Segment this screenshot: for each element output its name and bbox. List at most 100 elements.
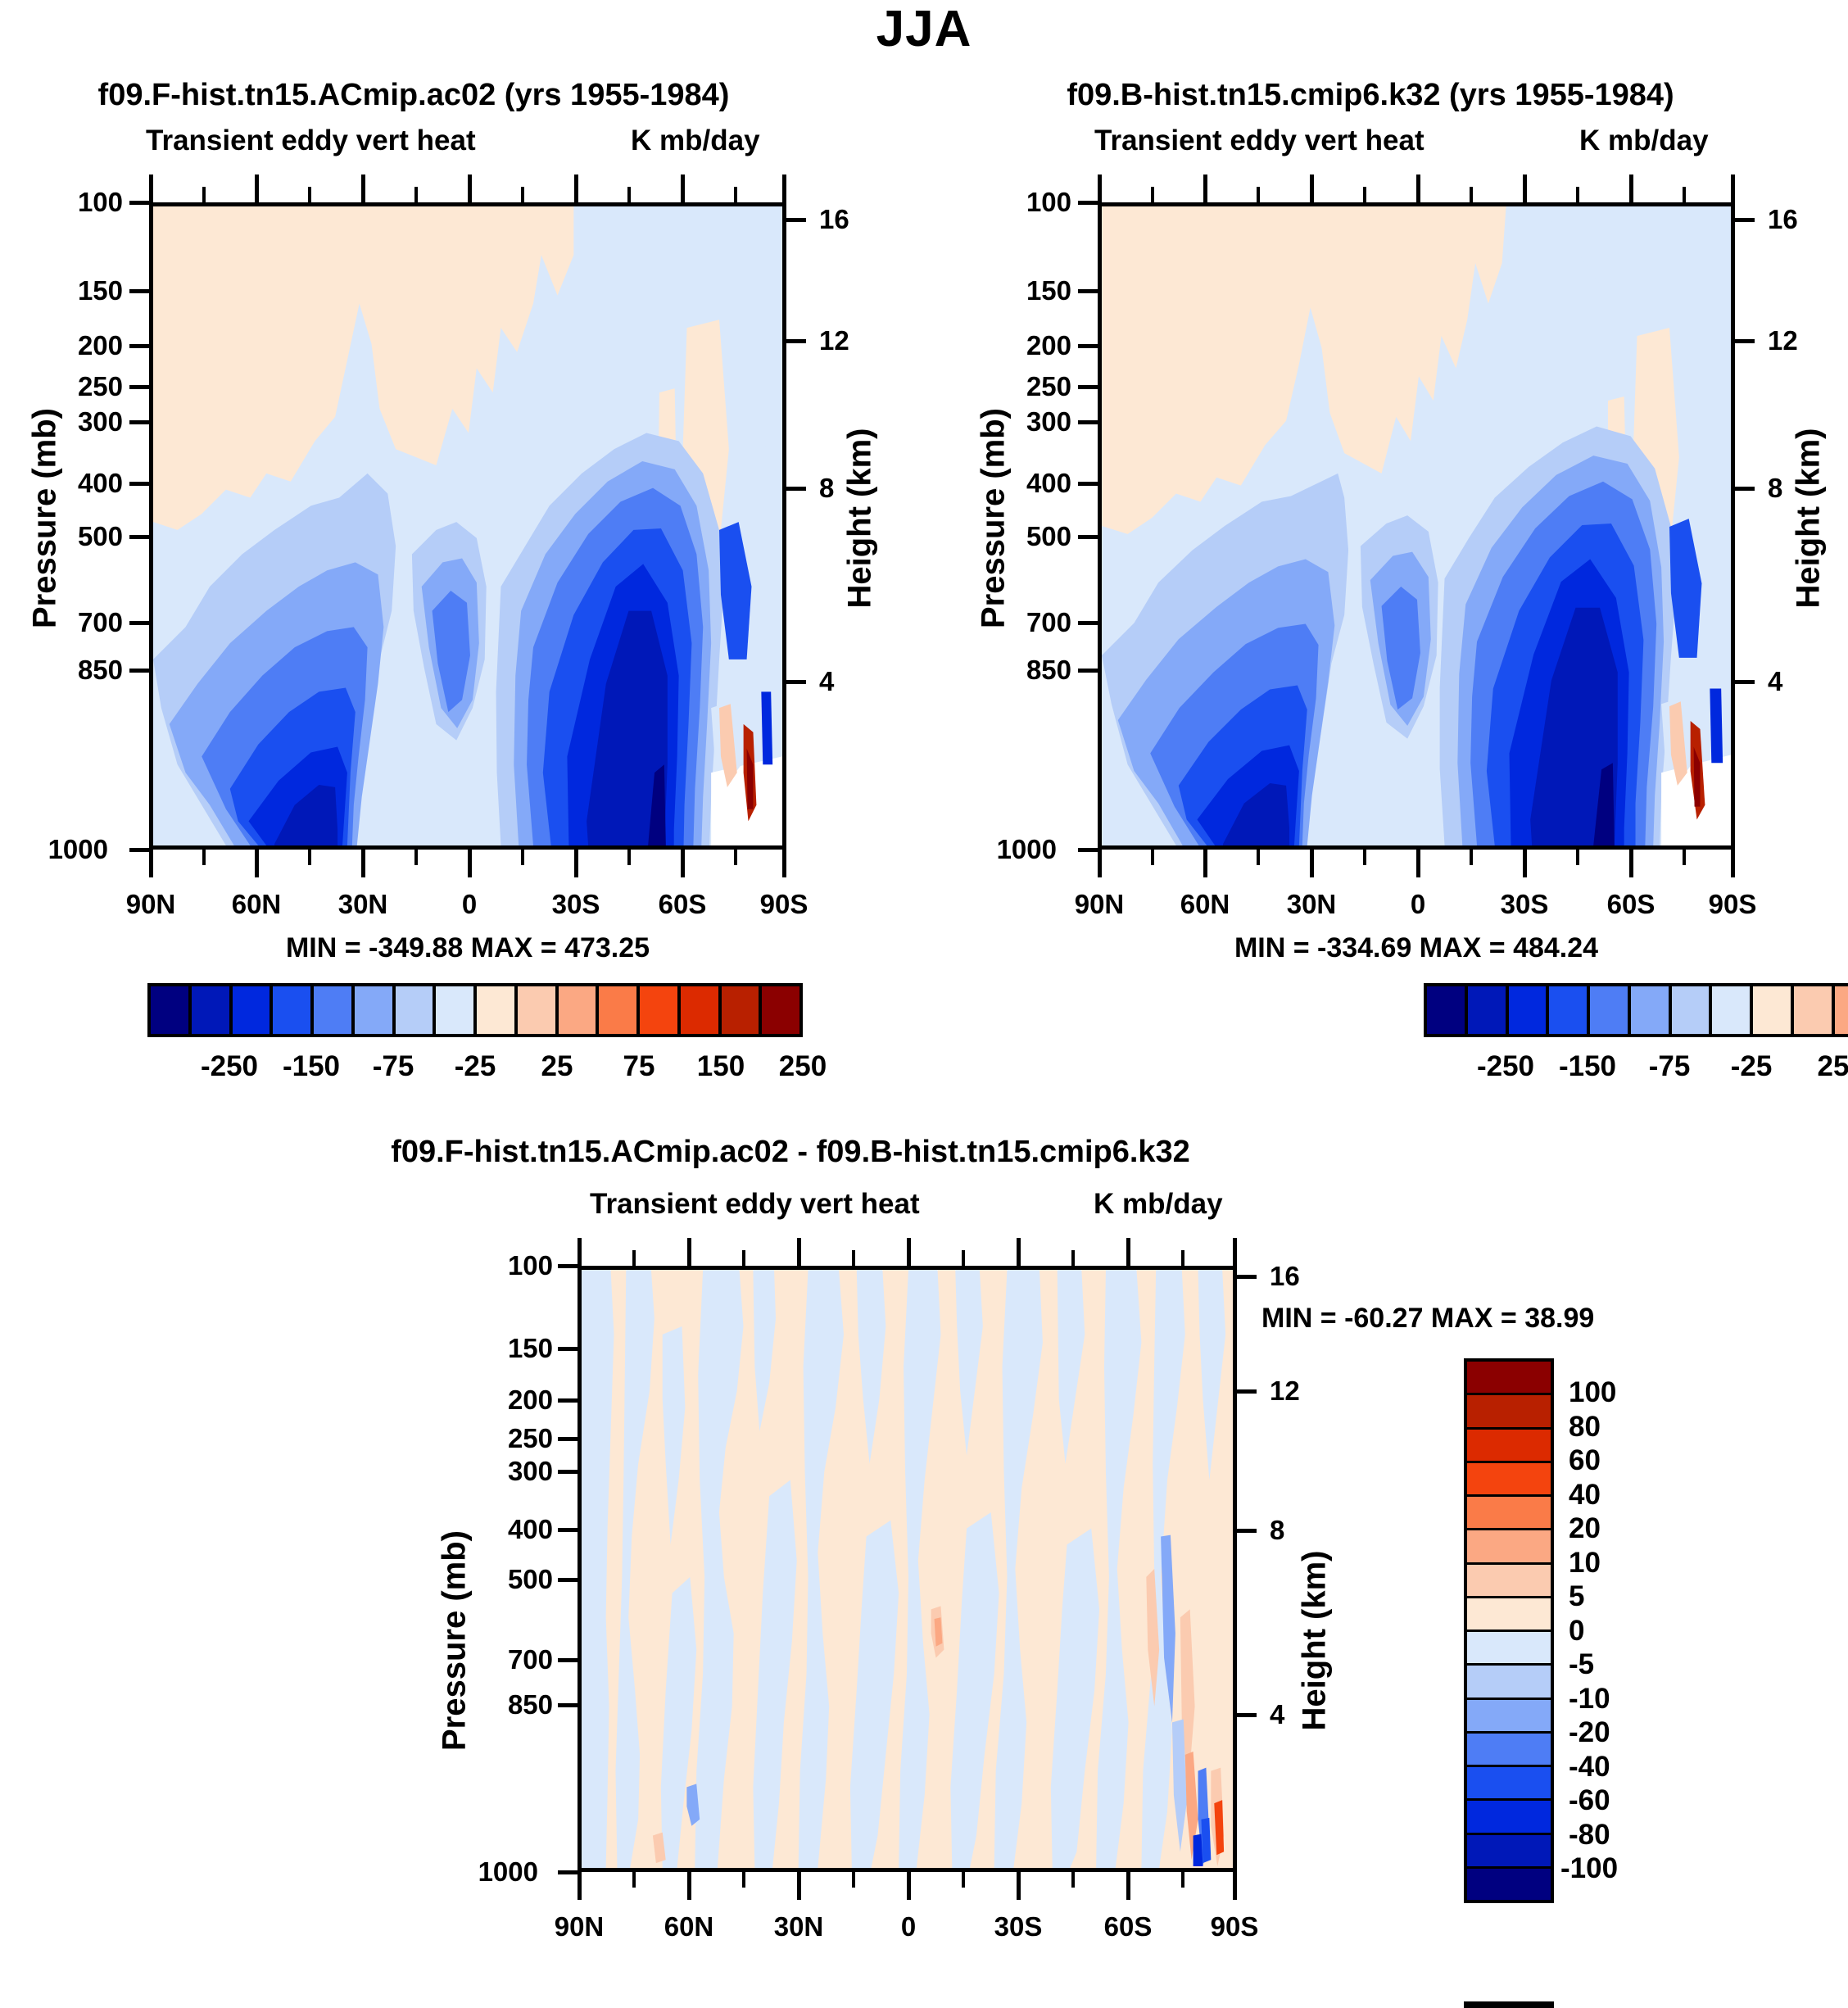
y-tick-mark: [1078, 848, 1098, 852]
vertical-colorbar: [1464, 2001, 1554, 2008]
y-tick-label: 200: [965, 330, 1071, 361]
y-tick-label: 100: [16, 187, 123, 218]
colorbar-cell: [1467, 1801, 1551, 1834]
y-tick-label: 700: [446, 1644, 553, 1675]
height-tick-mark: [1735, 218, 1755, 222]
colorbar-cell: [518, 986, 559, 1034]
height-tick-mark: [786, 218, 806, 222]
y-tick-label: 850: [446, 1689, 553, 1720]
colorbar-cell: [1835, 986, 1848, 1034]
colorbar-cell: [273, 986, 314, 1034]
colorbar-cell: [559, 986, 600, 1034]
colorbar-cell: [1712, 986, 1753, 1034]
panel-left-minmax: MIN = -349.88 MAX = 473.25: [149, 932, 786, 964]
panel-right: f09.B-hist.tn15.cmip6.k32 (yrs 1955-1984…: [924, 0, 1848, 1147]
colorbar-label: 150: [697, 1050, 745, 1083]
colorbar-cell: [1467, 1463, 1551, 1497]
colorbar-cell: [396, 986, 437, 1034]
colorbar-label: -10: [1569, 1683, 1610, 1716]
colorbar-label: -250: [1477, 1050, 1534, 1083]
colorbar-cell: [1794, 986, 1835, 1034]
colorbar-label: 40: [1569, 1479, 1601, 1512]
colorbar-cell: [1467, 1598, 1551, 1632]
y-tick-label: 700: [965, 607, 1071, 638]
y-tick-mark: [1078, 420, 1098, 424]
x-tick-label: 30N: [338, 889, 388, 920]
y-tick-mark: [129, 848, 149, 852]
y-tick-label: 250: [965, 371, 1071, 402]
x-tick-label: 60N: [1180, 889, 1230, 920]
colorbar-cell: [599, 986, 640, 1034]
colorbar-cell: [314, 986, 355, 1034]
y-tick-mark: [558, 1578, 578, 1582]
panel-difference-units-label: K mb/day: [1094, 1188, 1223, 1221]
panel-right-title: f09.B-hist.tn15.cmip6.k32 (yrs 1955-1984…: [957, 78, 1784, 113]
colorbar-label: -250: [201, 1050, 258, 1083]
colorbar-cell: [1549, 986, 1590, 1034]
x-tick-label: 90N: [1075, 889, 1125, 920]
colorbar-label: -25: [455, 1050, 496, 1083]
y-tick-mark: [558, 1437, 578, 1441]
y-tick-mark: [558, 1347, 578, 1351]
colorbar-label: -150: [283, 1050, 340, 1083]
height-tick-label: 8: [1768, 473, 1782, 504]
colorbar-label: 5: [1569, 1580, 1584, 1613]
x-tick-label: 90N: [555, 1911, 605, 1942]
panel-difference-right-axis-label: Height (km): [1297, 1518, 1334, 1764]
x-tick-label: 30S: [994, 1911, 1043, 1942]
colorbar-label: -75: [373, 1050, 414, 1083]
height-tick-label: 12: [1270, 1376, 1300, 1407]
y-tick-mark: [129, 201, 149, 205]
y-tick-label: 400: [446, 1514, 553, 1545]
colorbar-label: 100: [1569, 1376, 1616, 1409]
colorbar-cell: [1467, 1767, 1551, 1801]
colorbar-cell: [681, 986, 722, 1034]
y-tick-label: 300: [16, 406, 123, 437]
x-tick-label: 60S: [1104, 1911, 1153, 1942]
height-tick-label: 8: [1270, 1515, 1284, 1546]
x-tick-label: 60N: [232, 889, 282, 920]
colorbar-cell: [1631, 986, 1672, 1034]
y-tick-label: 150: [446, 1333, 553, 1364]
y-tick-mark: [558, 1703, 578, 1707]
height-tick-mark: [1735, 339, 1755, 343]
panel-right-colorbar: [1424, 983, 1848, 1037]
height-tick-mark: [786, 487, 806, 491]
y-tick-label: 1000: [432, 1856, 538, 1888]
colorbar-cell: [477, 986, 518, 1034]
x-tick-label: 90S: [1709, 889, 1757, 920]
y-tick-mark: [1078, 289, 1098, 293]
y-tick-mark: [558, 1470, 578, 1474]
y-tick-mark: [129, 344, 149, 348]
y-tick-mark: [558, 1264, 578, 1268]
y-tick-label: 100: [965, 187, 1071, 218]
colorbar-cell: [1509, 986, 1550, 1034]
panel-left-title: f09.F-hist.tn15.ACmip.ac02 (yrs 1955-198…: [0, 78, 827, 113]
colorbar-cell: [1467, 1869, 1551, 1900]
panel-difference-y-axis-label: Pressure (mb): [437, 1518, 473, 1764]
colorbar-label: 25: [1818, 1050, 1848, 1083]
y-tick-label: 250: [446, 1423, 553, 1454]
panel-left-plot-area: [149, 202, 786, 850]
colorbar-label: -80: [1569, 1819, 1610, 1852]
colorbar-cell: [355, 986, 396, 1034]
x-tick-label: 30N: [774, 1911, 824, 1942]
colorbar-label: 20: [1569, 1512, 1601, 1545]
y-tick-label: 300: [965, 406, 1071, 437]
colorbar-label: -75: [1649, 1050, 1691, 1083]
colorbar-label: -150: [1559, 1050, 1616, 1083]
y-tick-mark: [129, 420, 149, 424]
y-tick-mark: [558, 1870, 578, 1874]
y-tick-label: 500: [446, 1564, 553, 1595]
colorbar-label: -40: [1569, 1751, 1610, 1784]
height-tick-mark: [1735, 487, 1755, 491]
height-tick-mark: [1735, 680, 1755, 684]
height-tick-mark: [1237, 1529, 1257, 1533]
y-tick-label: 300: [446, 1456, 553, 1487]
y-tick-label: 100: [446, 1250, 553, 1281]
x-tick-label: 30S: [1501, 889, 1549, 920]
colorbar-cell: [1427, 986, 1468, 1034]
colorbar-cell: [1467, 1530, 1551, 1564]
x-tick-label: 30N: [1287, 889, 1337, 920]
x-tick-label: 90S: [760, 889, 808, 920]
